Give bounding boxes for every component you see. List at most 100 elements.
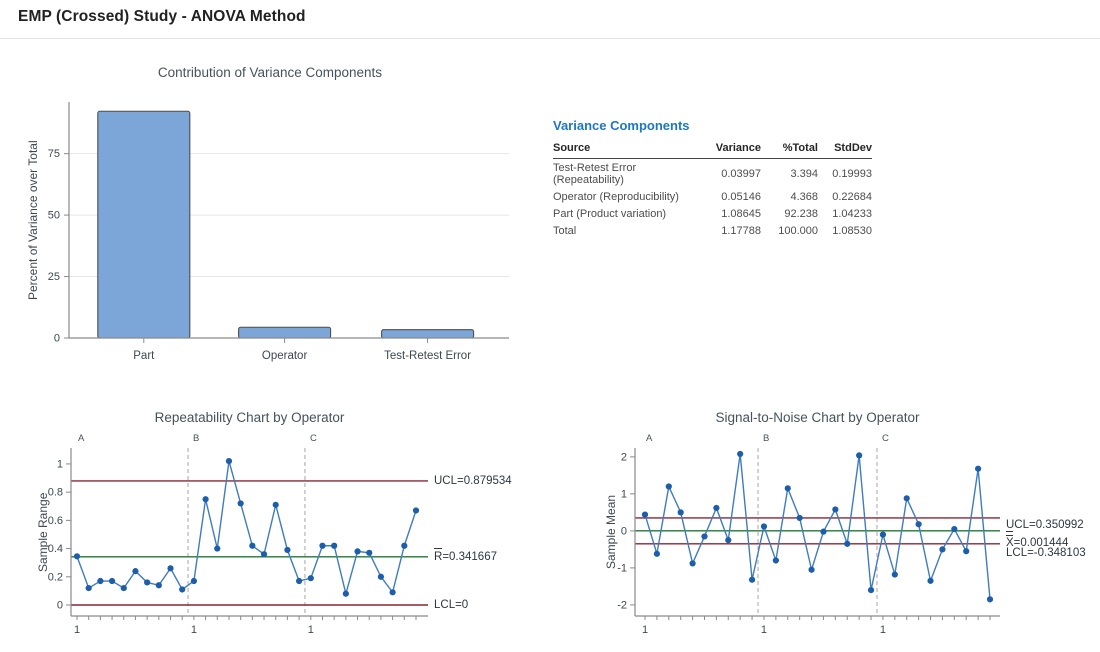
y-tick-label: 0 [57,599,63,611]
data-point [319,542,326,549]
y-tick-label: -1 [617,562,627,574]
operator-group-label: A [78,433,85,444]
data-point [412,507,420,514]
table-header-row: Source Variance %Total StdDev [553,142,872,159]
table-cell: Operator (Reproducibility) [553,190,679,203]
data-point [820,528,827,535]
bar [381,329,475,339]
data-point [284,546,291,554]
data-point [389,589,396,596]
data-point [108,577,116,585]
snr-plot-area: -2 -1 0 1 2 1 1 1 A B C [617,433,1000,636]
data-point [331,542,338,549]
table-cell: 4.368 [790,190,818,203]
x-tick-label: 1 [191,624,197,636]
x-tick-label: 1 [642,624,648,636]
header-divider [0,38,1100,39]
data-line [644,453,991,600]
bar-chart-y-axis-label: Percent of Variance over Total [26,140,40,300]
data-point [856,452,863,459]
snr-y-axis-label: Sample Mean [604,494,618,570]
data-point [641,511,649,518]
x-tick-label: 1 [880,624,886,636]
y-tick-label: 1 [621,488,627,500]
x-tick-label: 1 [74,624,80,636]
bar-chart-title: Contribution of Variance Components [157,65,383,80]
data-point [915,521,922,528]
y-tick-label: 2 [621,451,627,463]
data-point [167,565,174,572]
operator-group-label: B [193,433,199,444]
data-point [296,577,303,585]
table-row: Part (Product variation) 1.08645 92.238 1.0… [553,205,872,222]
xbarbar-symbol: X [1006,530,1014,549]
table-row: Operator (Reproducibility) 0.05146 4.368 0.… [553,188,872,205]
data-point [701,533,708,540]
data-point [986,596,994,603]
data-point [939,546,946,553]
data-point [844,540,851,547]
y-tick-label: 25 [48,271,60,283]
center-line-value: =0.341667 [442,550,497,563]
center-line-label: X=0.001444 [1006,530,1069,549]
category-label: Part [133,350,155,362]
rbar-symbol: R [434,548,443,563]
y-tick-label: 0.4 [48,543,63,555]
bar [238,326,332,339]
table-cell: 0.19993 [832,167,872,180]
snr-chart-title: Signal-to-Noise Chart by Operator [715,410,920,425]
data-point [354,548,361,555]
operator-group-label: C [882,433,889,444]
table-cell: 3.394 [790,167,818,180]
table-cell: Total [553,224,577,237]
data-point [784,485,791,492]
lcl-line-label: LCL=-0.348103 [1006,546,1086,559]
data-point [891,571,898,578]
repeatability-y-axis-label: Sample Range [36,492,50,572]
data-point [202,496,209,503]
lcl-line-label: LCL=0 [434,598,469,611]
data-point [132,568,139,575]
repeatability-plot-area: 0 0.2 0.4 0.6 0.8 1 1 1 1 A B C [48,433,428,636]
data-point [155,582,162,589]
data-point [665,483,672,490]
data-point [179,586,186,593]
variance-contribution-chart: Contribution of Variance Components Perc… [20,52,520,382]
data-point [975,465,982,472]
data-point [879,531,887,538]
data-point [748,576,756,583]
category-label: Operator [262,350,308,362]
center-line-value: =0.001444 [1013,536,1069,549]
data-point [249,542,256,549]
table-cell: 0.05146 [721,190,761,203]
data-point [366,549,373,556]
y-tick-label: 75 [48,148,60,160]
y-tick-label: 1 [57,458,63,470]
table-cell: 1.08530 [832,224,872,237]
table-cell: 0.03997 [721,167,761,180]
data-point [260,551,268,558]
data-point [214,545,221,552]
table-header-cell: Variance [705,142,761,159]
data-point [689,560,696,567]
table-cell: Test-Retest Error (Repeatability) [553,161,637,186]
y-tick-label: 0 [54,333,60,345]
data-point [653,550,660,557]
operator-group-label: B [763,433,769,444]
x-tick-label: 1 [308,624,314,636]
table-row: Total 1.17788 100.000 1.08530 [553,222,872,239]
operator-group-label: C [310,433,317,444]
data-point [85,584,92,592]
category-label: Test-Retest Error [384,350,471,362]
data-point [377,573,385,580]
ucl-line-label: UCL=0.350992 [1006,518,1084,531]
data-point [144,579,151,586]
y-tick-label: 0.6 [48,515,63,527]
data-point [677,509,684,516]
y-tick-label: 0.2 [48,571,63,583]
table-cell: 0.22684 [832,190,872,203]
table-cell: 1.08645 [721,207,761,220]
data-point [772,557,779,564]
ucl-line-label: UCL=0.879534 [434,474,512,487]
data-point [401,542,408,549]
